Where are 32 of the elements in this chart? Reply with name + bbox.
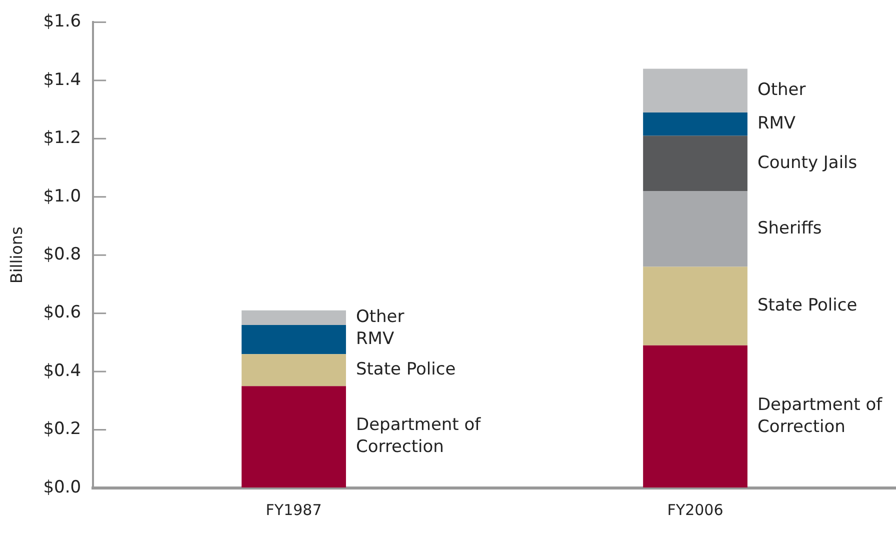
y-tick-label: $1.4 bbox=[43, 70, 82, 90]
series-label: RMV bbox=[356, 328, 394, 349]
text: RMV bbox=[757, 114, 796, 134]
x-tick-label: FY2006 bbox=[667, 500, 724, 519]
y-tick-label: $1.2 bbox=[43, 128, 82, 148]
y-axis-title: Billions bbox=[6, 226, 26, 284]
bar bbox=[643, 136, 748, 192]
y-tick-label: $1.0 bbox=[43, 186, 82, 206]
y-tick-label: $0.4 bbox=[43, 360, 82, 381]
bar bbox=[643, 68, 748, 112]
bar bbox=[643, 345, 748, 488]
y-tick-label: $0.6 bbox=[43, 302, 82, 323]
series-label: Sheriffs bbox=[757, 218, 822, 238]
bar bbox=[242, 310, 346, 325]
text: Other bbox=[757, 80, 806, 100]
y-tick-label: $1.6 bbox=[43, 12, 82, 32]
bar bbox=[643, 266, 748, 346]
bar bbox=[242, 324, 346, 354]
bar bbox=[643, 112, 748, 136]
bar bbox=[242, 386, 346, 488]
text: State Police bbox=[757, 295, 858, 316]
series-label: County Jails bbox=[757, 152, 858, 173]
y-tick-label: $0.8 bbox=[43, 244, 82, 265]
series-label: State Police bbox=[356, 360, 456, 380]
y-tick-label: $0.2 bbox=[43, 419, 82, 440]
text: Department of Correction bbox=[757, 394, 882, 437]
bar bbox=[643, 191, 748, 267]
series-label: Other bbox=[356, 307, 404, 328]
y-tick-label: $0.0 bbox=[43, 477, 82, 498]
x-tick-label: FY1987 bbox=[266, 500, 322, 519]
series-label: Department of Correction bbox=[356, 415, 482, 458]
bar bbox=[242, 354, 346, 386]
